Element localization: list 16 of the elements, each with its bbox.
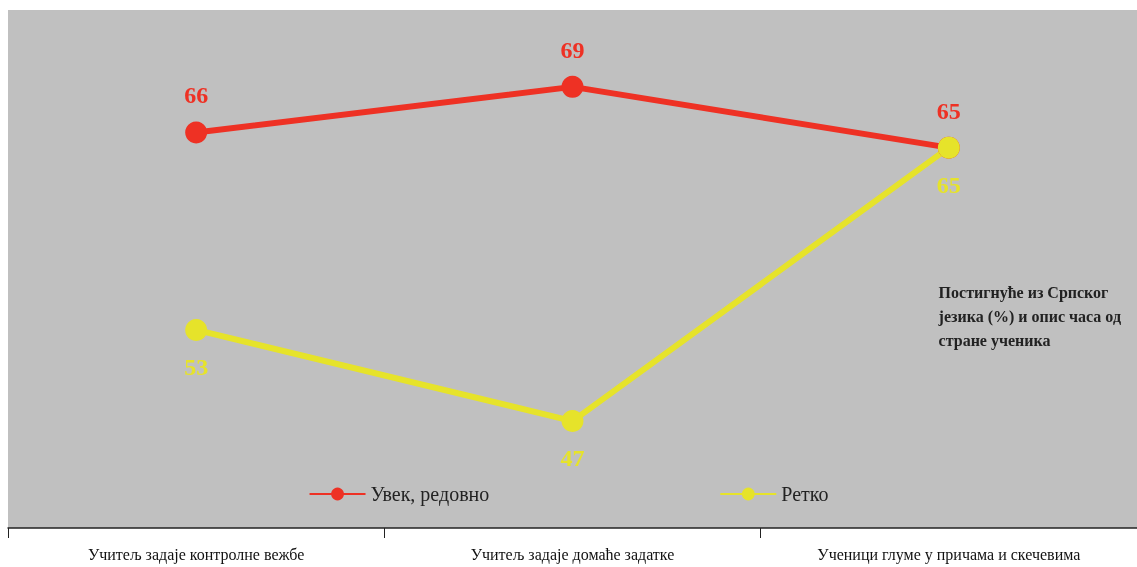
data-label: 47 bbox=[560, 445, 585, 472]
point bbox=[561, 75, 584, 98]
x-tick-label: Ученици глуме у причама и скечевима bbox=[817, 545, 1081, 564]
data-label: 66 bbox=[184, 82, 209, 109]
legend-label: Ретко bbox=[781, 483, 829, 505]
annotation: Постигнуће из Српског језика (%) и опис часа од стране ученика bbox=[937, 283, 1121, 350]
data-label: 65 bbox=[936, 97, 961, 124]
legend-label: Увек, редовно bbox=[370, 483, 490, 506]
data-label: 53 bbox=[184, 353, 209, 380]
point bbox=[185, 121, 208, 144]
x-tick-label: Учитељ задаје контролне вежбе bbox=[87, 545, 305, 564]
point bbox=[185, 318, 208, 341]
data-label: 69 bbox=[560, 36, 585, 63]
point bbox=[561, 410, 584, 433]
data-label: 65 bbox=[936, 171, 961, 198]
x-tick-label: Учитељ задаје домаће задатке bbox=[470, 545, 675, 564]
